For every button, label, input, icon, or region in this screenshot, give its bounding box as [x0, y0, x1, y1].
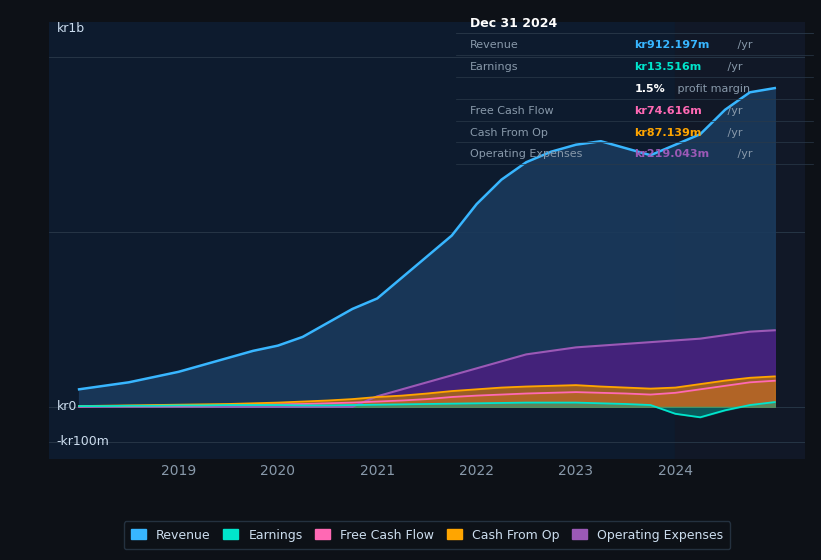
- Text: 1.5%: 1.5%: [635, 84, 665, 94]
- Text: /yr: /yr: [724, 128, 743, 138]
- Text: /yr: /yr: [734, 150, 753, 160]
- Text: /yr: /yr: [724, 62, 743, 72]
- Text: kr74.616m: kr74.616m: [635, 106, 702, 116]
- Text: profit margin: profit margin: [674, 84, 750, 94]
- Text: Dec 31 2024: Dec 31 2024: [470, 17, 557, 30]
- Text: Earnings: Earnings: [470, 62, 518, 72]
- Text: /yr: /yr: [724, 106, 743, 116]
- Text: kr219.043m: kr219.043m: [635, 150, 709, 160]
- Legend: Revenue, Earnings, Free Cash Flow, Cash From Op, Operating Expenses: Revenue, Earnings, Free Cash Flow, Cash …: [124, 521, 730, 549]
- Text: kr0: kr0: [57, 400, 77, 413]
- Text: kr87.139m: kr87.139m: [635, 128, 702, 138]
- Bar: [676, 22, 805, 459]
- Text: kr1b: kr1b: [57, 22, 85, 35]
- Text: -kr100m: -kr100m: [57, 435, 110, 448]
- Text: /yr: /yr: [734, 40, 753, 50]
- Text: Operating Expenses: Operating Expenses: [470, 150, 582, 160]
- Text: kr912.197m: kr912.197m: [635, 40, 709, 50]
- Text: Cash From Op: Cash From Op: [470, 128, 548, 138]
- Text: Revenue: Revenue: [470, 40, 519, 50]
- Text: Free Cash Flow: Free Cash Flow: [470, 106, 553, 116]
- Text: kr13.516m: kr13.516m: [635, 62, 701, 72]
